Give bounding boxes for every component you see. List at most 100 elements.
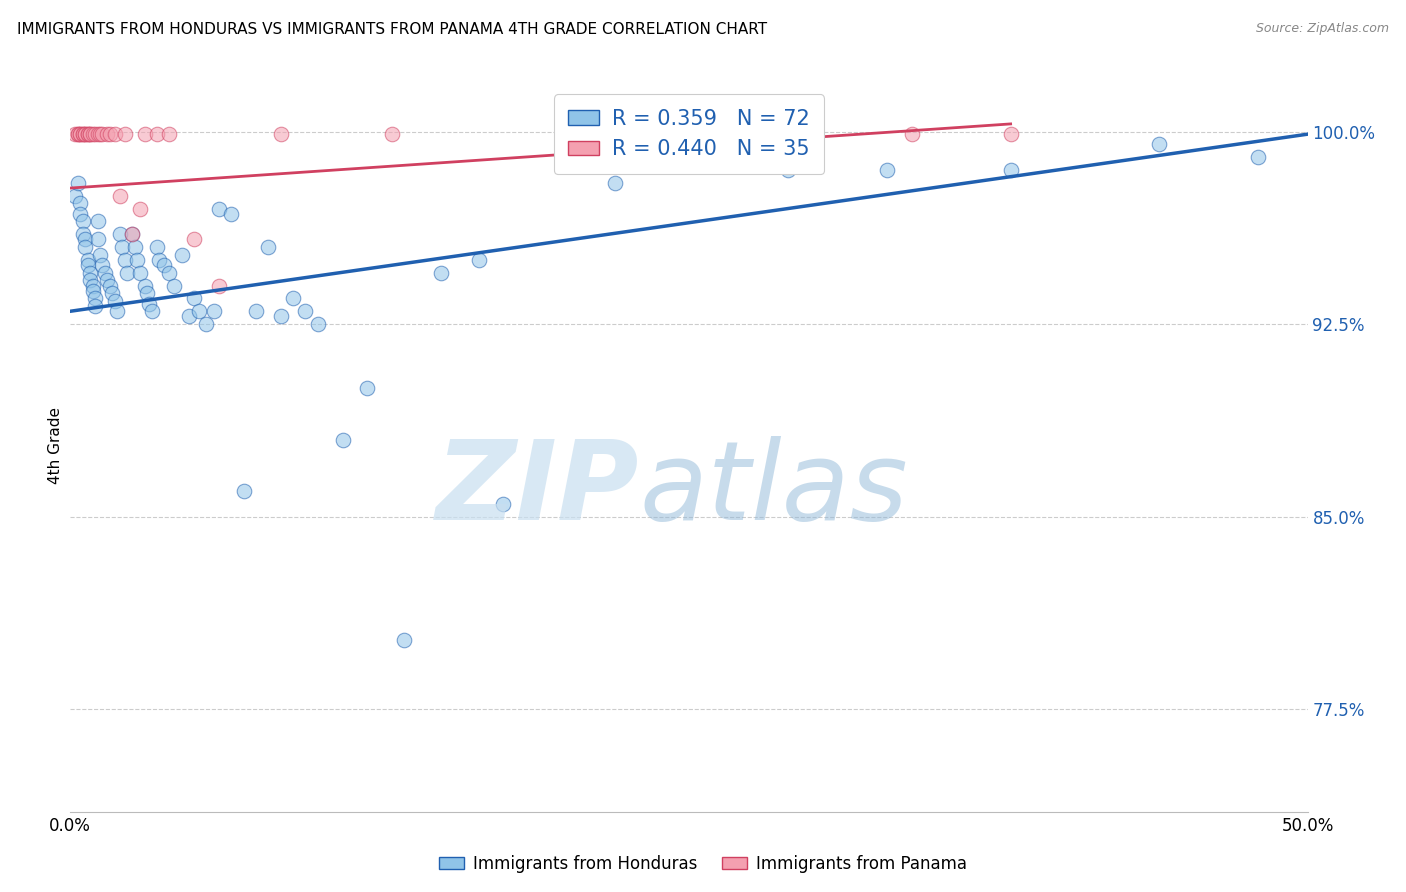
Point xyxy=(170,248,193,262)
Point xyxy=(84,127,107,141)
Point xyxy=(104,293,127,308)
Point xyxy=(76,127,98,141)
Point xyxy=(75,127,97,141)
Point xyxy=(114,252,136,267)
Point xyxy=(752,127,775,141)
Point xyxy=(86,232,108,246)
Point xyxy=(76,127,98,141)
Text: atlas: atlas xyxy=(640,436,908,543)
Point xyxy=(79,127,101,141)
Point xyxy=(101,286,124,301)
Point xyxy=(94,266,117,280)
Point xyxy=(177,310,200,324)
Point xyxy=(114,127,136,141)
Point xyxy=(108,227,131,242)
Point xyxy=(75,127,97,141)
Point xyxy=(157,127,180,141)
Point xyxy=(141,304,163,318)
Point xyxy=(163,278,186,293)
Point xyxy=(678,137,700,152)
Point xyxy=(146,127,169,141)
Point xyxy=(138,296,160,310)
Legend: R = 0.359   N = 72, R = 0.440   N = 35: R = 0.359 N = 72, R = 0.440 N = 35 xyxy=(554,95,824,174)
Point xyxy=(96,273,118,287)
Point xyxy=(75,240,97,254)
Point xyxy=(72,227,94,242)
Point xyxy=(104,127,127,141)
Point xyxy=(394,632,416,647)
Point xyxy=(294,304,316,318)
Point xyxy=(84,299,107,313)
Point xyxy=(105,304,128,318)
Point xyxy=(66,127,89,141)
Point xyxy=(115,266,138,280)
Point xyxy=(183,232,205,246)
Point xyxy=(86,127,108,141)
Point xyxy=(66,176,89,190)
Point xyxy=(75,232,97,246)
Point xyxy=(136,286,159,301)
Point xyxy=(121,227,143,242)
Point xyxy=(76,252,98,267)
Point xyxy=(202,304,225,318)
Point xyxy=(1000,163,1022,178)
Point xyxy=(69,207,91,221)
Point xyxy=(776,163,799,178)
Point xyxy=(1247,150,1270,164)
Point xyxy=(91,127,114,141)
Point xyxy=(86,214,108,228)
Point xyxy=(98,278,121,293)
Point xyxy=(492,497,515,511)
Point xyxy=(603,176,626,190)
Point xyxy=(72,214,94,228)
Point xyxy=(1000,127,1022,141)
Point xyxy=(79,266,101,280)
Point xyxy=(232,483,254,498)
Point xyxy=(245,304,267,318)
Point xyxy=(900,127,922,141)
Point xyxy=(72,127,94,141)
Point xyxy=(69,127,91,141)
Point xyxy=(79,127,101,141)
Text: ZIP: ZIP xyxy=(436,436,640,543)
Point xyxy=(183,292,205,306)
Point xyxy=(134,278,156,293)
Text: IMMIGRANTS FROM HONDURAS VS IMMIGRANTS FROM PANAMA 4TH GRADE CORRELATION CHART: IMMIGRANTS FROM HONDURAS VS IMMIGRANTS F… xyxy=(17,22,768,37)
Point xyxy=(467,252,489,267)
Point xyxy=(356,381,378,395)
Point xyxy=(307,317,329,331)
Point xyxy=(124,240,146,254)
Point xyxy=(76,258,98,272)
Point xyxy=(79,273,101,287)
Point xyxy=(128,266,150,280)
Point xyxy=(82,278,104,293)
Point xyxy=(157,266,180,280)
Point xyxy=(128,202,150,216)
Point xyxy=(69,127,91,141)
Point xyxy=(89,248,111,262)
Point xyxy=(127,252,149,267)
Point xyxy=(195,317,218,331)
Point xyxy=(281,292,304,306)
Point xyxy=(219,207,242,221)
Point xyxy=(82,284,104,298)
Point xyxy=(121,227,143,242)
Point xyxy=(146,240,169,254)
Point xyxy=(72,127,94,141)
Point xyxy=(208,202,231,216)
Point xyxy=(108,188,131,202)
Point xyxy=(148,252,170,267)
Point xyxy=(188,304,211,318)
Point xyxy=(98,127,121,141)
Point xyxy=(554,150,576,164)
Point xyxy=(208,278,231,293)
Point xyxy=(65,127,87,141)
Point xyxy=(111,240,134,254)
Point xyxy=(82,127,104,141)
Point xyxy=(381,127,404,141)
Point xyxy=(65,188,87,202)
Point xyxy=(332,433,354,447)
Point xyxy=(1147,137,1170,152)
Point xyxy=(430,266,453,280)
Y-axis label: 4th Grade: 4th Grade xyxy=(48,408,63,484)
